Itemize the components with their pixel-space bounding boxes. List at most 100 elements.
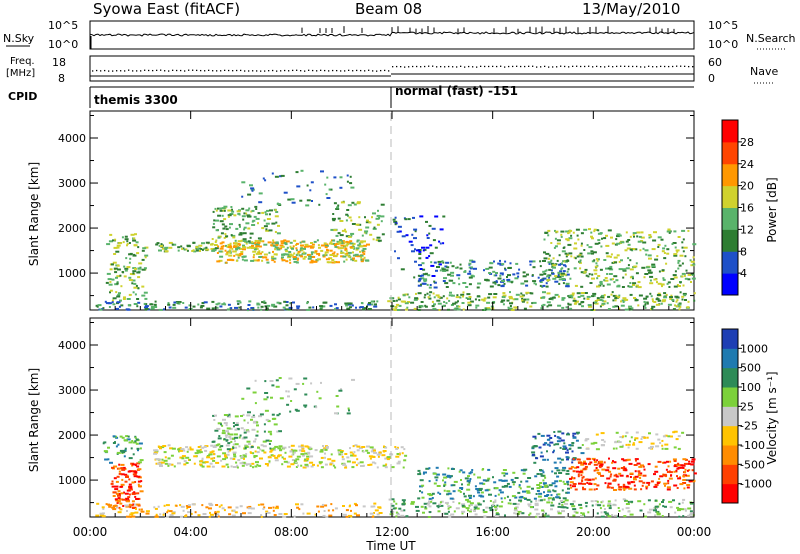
- data-cell: [606, 477, 611, 480]
- data-cell: [397, 298, 401, 301]
- data-cell: [494, 283, 497, 286]
- data-cell: [283, 513, 288, 515]
- data-cell: [118, 242, 123, 245]
- data-cell: [213, 457, 216, 459]
- data-cell: [154, 300, 157, 303]
- freq-dot: [108, 70, 110, 72]
- data-cell: [125, 500, 130, 503]
- data-cell: [113, 246, 118, 249]
- data-cell: [533, 497, 537, 500]
- data-cell: [344, 302, 349, 305]
- data-cell: [542, 443, 546, 446]
- data-cell: [333, 251, 336, 254]
- data-cell: [227, 466, 230, 469]
- velocity-colorbar-label: Velocity [m s⁻¹]: [765, 371, 779, 464]
- data-cell: [168, 510, 173, 513]
- data-cell: [237, 303, 240, 305]
- data-cell: [352, 251, 354, 254]
- data-cell: [208, 502, 213, 505]
- data-cell: [223, 422, 228, 425]
- data-cell: [655, 433, 659, 436]
- data-cell: [221, 432, 226, 435]
- data-cell: [501, 263, 505, 266]
- data-cell: [634, 475, 639, 478]
- data-cell: [346, 412, 351, 415]
- data-cell: [243, 428, 246, 431]
- data-cell: [603, 259, 607, 261]
- data-cell: [184, 515, 188, 518]
- data-cell: [163, 308, 165, 311]
- data-cell: [212, 249, 217, 251]
- data-cell: [195, 246, 199, 249]
- data-cell: [374, 303, 377, 306]
- data-cell: [369, 303, 374, 306]
- data-cell: [487, 468, 491, 471]
- data-cell: [660, 302, 663, 305]
- data-cell: [687, 462, 691, 465]
- data-cell: [676, 506, 680, 509]
- data-cell: [672, 458, 677, 461]
- data-cell: [396, 462, 401, 465]
- data-cell: [541, 307, 544, 310]
- data-cell: [556, 242, 561, 245]
- data-cell: [405, 234, 409, 237]
- data-cell: [466, 479, 471, 482]
- data-cell: [206, 456, 211, 459]
- data-cell: [350, 509, 352, 512]
- data-cell: [293, 515, 296, 518]
- data-cell: [545, 515, 550, 518]
- data-cell: [351, 378, 355, 381]
- data-cell: [287, 395, 290, 398]
- data-cell: [575, 470, 579, 473]
- data-cell: [99, 308, 103, 311]
- data-cell: [560, 235, 563, 238]
- data-cell: [109, 268, 113, 271]
- data-cell: [257, 306, 260, 309]
- data-cell: [419, 472, 421, 475]
- data-cell: [246, 429, 250, 432]
- data-cell: [118, 506, 121, 509]
- data-cell: [477, 502, 481, 505]
- data-cell: [387, 300, 392, 303]
- data-cell: [625, 431, 629, 434]
- data-cell: [424, 272, 428, 275]
- data-cell: [232, 466, 237, 468]
- data-cell: [285, 250, 289, 253]
- freq-dot: [528, 65, 530, 67]
- data-cell: [295, 244, 298, 246]
- data-cell: [674, 295, 679, 298]
- data-cell: [572, 458, 575, 461]
- data-cell: [243, 431, 247, 434]
- data-cell: [240, 427, 244, 430]
- data-cell: [591, 277, 595, 280]
- data-cell: [125, 476, 129, 478]
- data-cell: [223, 205, 228, 208]
- data-cell: [316, 252, 321, 255]
- data-cell: [604, 482, 607, 485]
- data-cell: [305, 465, 310, 468]
- data-cell: [526, 491, 531, 494]
- data-cell: [616, 254, 620, 257]
- data-cell: [566, 506, 569, 509]
- data-cell: [356, 514, 360, 517]
- data-cell: [676, 250, 679, 253]
- data-cell: [500, 300, 504, 303]
- data-cell: [311, 243, 315, 246]
- x-axis-label: Time UT: [365, 539, 416, 553]
- data-cell: [136, 462, 141, 465]
- data-cell: [206, 455, 209, 457]
- data-cell: [360, 465, 364, 467]
- data-cell: [561, 432, 565, 435]
- data-cell: [535, 499, 538, 502]
- data-cell: [448, 475, 452, 478]
- data-cell: [636, 462, 641, 465]
- data-cell: [509, 291, 511, 294]
- data-cell: [164, 250, 169, 253]
- data-cell: [115, 480, 119, 483]
- data-cell: [329, 462, 334, 465]
- data-cell: [569, 447, 572, 450]
- data-cell: [290, 444, 295, 447]
- data-cell: [572, 483, 577, 485]
- data-cell: [465, 297, 468, 299]
- data-cell: [530, 506, 533, 508]
